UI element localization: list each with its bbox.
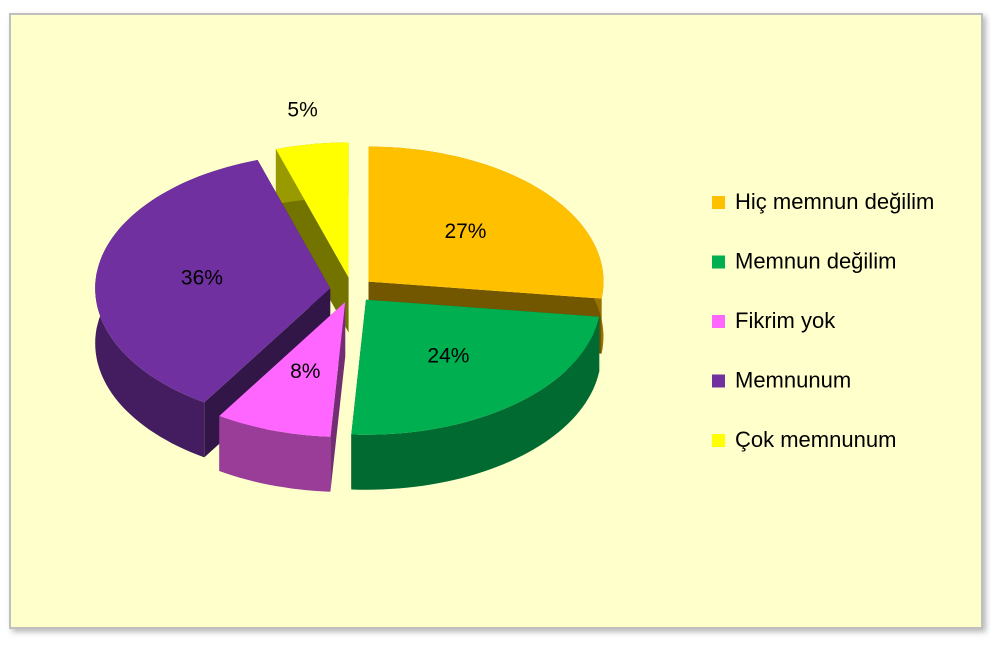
pie: 5% 27% 36% 24% 8% xyxy=(95,98,604,492)
legend-swatch xyxy=(712,196,725,209)
slice-side xyxy=(219,416,331,492)
legend-swatch xyxy=(712,315,725,328)
legend-label: Memnunum xyxy=(735,367,851,392)
slice-top xyxy=(275,142,349,278)
legend-swatch xyxy=(712,255,725,269)
slice xyxy=(219,302,346,492)
slice xyxy=(275,142,349,333)
slice-top xyxy=(219,302,346,437)
slice-top xyxy=(95,160,331,403)
slice-top xyxy=(351,299,600,435)
slice-top xyxy=(368,146,604,299)
data-label: 8% xyxy=(290,360,320,383)
slice xyxy=(351,299,600,490)
data-label: 24% xyxy=(427,344,469,367)
data-label: 27% xyxy=(444,220,486,243)
slice-side xyxy=(351,316,600,490)
legend-label: Çok memnunum xyxy=(735,427,896,452)
legend-label: Fikrim yok xyxy=(735,308,836,333)
legend-swatch xyxy=(712,434,725,447)
legend-swatch xyxy=(712,374,725,388)
legend-label: Memnun değilim xyxy=(735,248,896,273)
legend: Hiç memnun değilim Memnun değilim Fikrim y… xyxy=(712,189,934,452)
legend-label: Hiç memnun değilim xyxy=(735,189,934,214)
data-label: 36% xyxy=(181,267,223,290)
data-label: 5% xyxy=(287,98,317,121)
